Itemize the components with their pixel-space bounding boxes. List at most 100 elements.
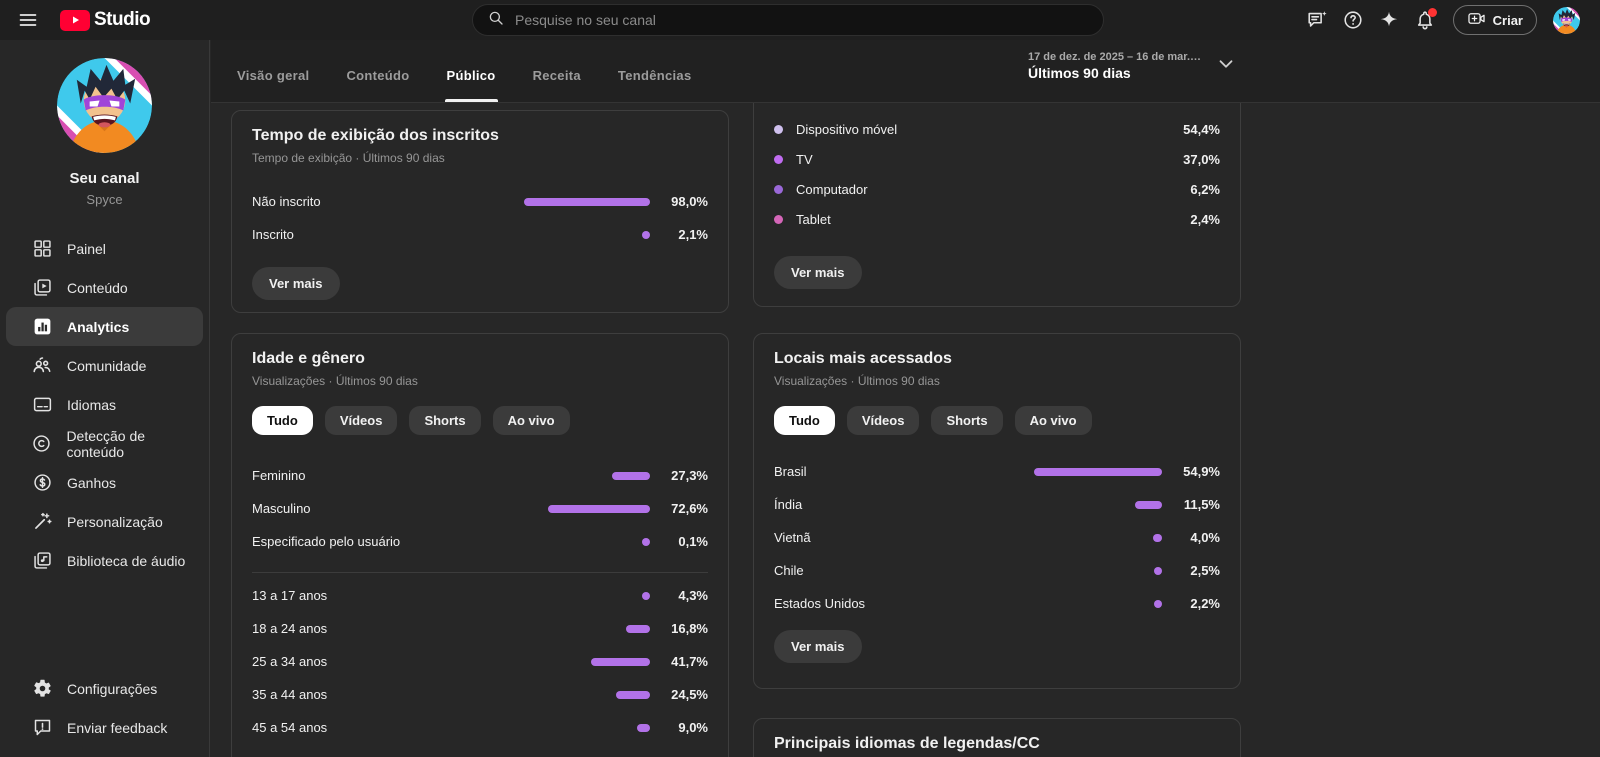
main-area: Visão geral Conteúdo Público Receita Tendênc… bbox=[211, 40, 1600, 757]
stat-bar bbox=[1034, 567, 1162, 575]
date-range-picker[interactable]: 17 de dez. de 2025 – 16 de mar.… Últimos… bbox=[1028, 51, 1237, 81]
filter-chip-videos[interactable]: Vídeos bbox=[325, 406, 398, 435]
card-subtitle: Visualizações · Últimos 90 dias bbox=[774, 374, 1220, 388]
stat-row[interactable]: 35 a 44 anos 24,5% bbox=[252, 678, 708, 711]
stat-bar bbox=[548, 625, 650, 633]
tab-conteudo[interactable]: Conteúdo bbox=[344, 68, 411, 102]
sidebar-item-deteccao-de-conteudo[interactable]: Detecção de conteúdo bbox=[6, 424, 203, 463]
legend-row[interactable]: Computador 6,2% bbox=[774, 174, 1220, 204]
filter-chip-shorts[interactable]: Shorts bbox=[931, 406, 1002, 435]
stat-bar bbox=[548, 538, 650, 546]
sidebar-item-enviar-feedback[interactable]: Enviar feedback bbox=[6, 708, 203, 747]
legend-value: 37,0% bbox=[1183, 152, 1220, 167]
filter-chip-tudo[interactable]: Tudo bbox=[774, 406, 835, 435]
create-video-icon bbox=[1467, 9, 1486, 31]
sidebar-item-analytics[interactable]: Analytics bbox=[6, 307, 203, 346]
card-title: Idade e gênero bbox=[252, 350, 708, 368]
stat-value: 24,5% bbox=[662, 687, 708, 702]
stat-bar bbox=[1034, 468, 1162, 476]
tab-tendencias[interactable]: Tendências bbox=[616, 68, 694, 102]
search-input[interactable] bbox=[515, 12, 1089, 28]
legend-row[interactable]: Tablet 2,4% bbox=[774, 204, 1220, 234]
channel-avatar[interactable] bbox=[57, 58, 152, 153]
stat-row[interactable]: Vietnã 4,0% bbox=[774, 521, 1220, 554]
see-more-button[interactable]: Ver mais bbox=[252, 267, 340, 300]
see-more-button[interactable]: Ver mais bbox=[774, 256, 862, 289]
youtube-studio-logo[interactable]: Studio bbox=[60, 9, 150, 31]
stat-row[interactable]: Masculino 72,6% bbox=[252, 492, 708, 525]
tab-visao-geral[interactable]: Visão geral bbox=[235, 68, 311, 102]
stat-value: 0,1% bbox=[662, 534, 708, 549]
filter-chip-tudo[interactable]: Tudo bbox=[252, 406, 313, 435]
earn-icon bbox=[31, 472, 53, 494]
stat-label: Feminino bbox=[252, 468, 548, 483]
sidebar-item-idiomas[interactable]: Idiomas bbox=[6, 385, 203, 424]
legend-label: Tablet bbox=[796, 212, 1190, 227]
account-avatar[interactable] bbox=[1553, 7, 1580, 34]
legend-label: Dispositivo móvel bbox=[796, 122, 1183, 137]
sidebar-item-configuracoes[interactable]: Configurações bbox=[6, 669, 203, 708]
filter-chip-ao-vivo[interactable]: Ao vivo bbox=[493, 406, 570, 435]
stat-row[interactable]: 25 a 34 anos 41,7% bbox=[252, 645, 708, 678]
create-button[interactable]: Criar bbox=[1453, 5, 1537, 35]
stat-row[interactable]: Índia 11,5% bbox=[774, 488, 1220, 521]
legend-dot-icon bbox=[774, 125, 783, 134]
stat-bar bbox=[548, 691, 650, 699]
stat-row[interactable]: Feminino 27,3% bbox=[252, 459, 708, 492]
stat-bar bbox=[1034, 600, 1162, 608]
sparkle-icon[interactable] bbox=[1375, 6, 1403, 34]
stat-row[interactable]: Especificado pelo usuário 0,1% bbox=[252, 525, 708, 558]
analytics-content: Tempo de exibição dos inscritos Tempo de… bbox=[211, 103, 1600, 757]
stat-row[interactable]: 13 a 17 anos 4,3% bbox=[252, 579, 708, 612]
legend-dot-icon bbox=[774, 215, 783, 224]
card-subtitle: Tempo de exibição · Últimos 90 dias bbox=[252, 151, 708, 165]
stat-value: 11,5% bbox=[1174, 497, 1220, 512]
legend-row[interactable]: Dispositivo móvel 54,4% bbox=[774, 114, 1220, 144]
stat-row[interactable]: Estados Unidos 2,2% bbox=[774, 587, 1220, 620]
stat-label: 35 a 44 anos bbox=[252, 687, 548, 702]
help-icon[interactable] bbox=[1339, 6, 1367, 34]
card-subtitle-languages: Principais idiomas de legendas/CC bbox=[753, 718, 1241, 757]
stat-label: Vietnã bbox=[774, 530, 1034, 545]
stat-label: Chile bbox=[774, 563, 1034, 578]
create-button-label: Criar bbox=[1493, 13, 1523, 28]
sidebar-item-painel[interactable]: Painel bbox=[6, 229, 203, 268]
stat-row[interactable]: 18 a 24 anos 16,8% bbox=[252, 612, 708, 645]
stat-label: 13 a 17 anos bbox=[252, 588, 548, 603]
tab-publico[interactable]: Público bbox=[445, 68, 498, 102]
legend-row[interactable]: TV 37,0% bbox=[774, 144, 1220, 174]
hamburger-menu-icon[interactable] bbox=[8, 0, 48, 40]
stat-value: 4,0% bbox=[1174, 530, 1220, 545]
stat-label: Especificado pelo usuário bbox=[252, 534, 548, 549]
stat-row[interactable]: Brasil 54,9% bbox=[774, 455, 1220, 488]
see-more-button[interactable]: Ver mais bbox=[774, 630, 862, 663]
stat-row[interactable]: Inscrito 2,1% bbox=[252, 218, 708, 251]
stat-bar bbox=[1034, 534, 1162, 542]
tab-receita[interactable]: Receita bbox=[531, 68, 583, 102]
feedback-message-icon[interactable] bbox=[1303, 6, 1331, 34]
card-top-geographies: Locais mais acessados Visualizações · Úl… bbox=[753, 333, 1241, 689]
stat-value: 4,3% bbox=[662, 588, 708, 603]
settings-icon bbox=[31, 678, 53, 700]
search-bar[interactable] bbox=[472, 4, 1104, 36]
legend-value: 54,4% bbox=[1183, 122, 1220, 137]
stat-bar bbox=[524, 198, 650, 206]
stat-label: Brasil bbox=[774, 464, 1034, 479]
sidebar-item-conteudo[interactable]: Conteúdo bbox=[6, 268, 203, 307]
filter-chip-ao-vivo[interactable]: Ao vivo bbox=[1015, 406, 1092, 435]
filter-chip-videos[interactable]: Vídeos bbox=[847, 406, 920, 435]
sidebar-item-comunidade[interactable]: Comunidade bbox=[6, 346, 203, 385]
audio-library-icon bbox=[31, 550, 53, 572]
sidebar-item-personalizacao[interactable]: Personalização bbox=[6, 502, 203, 541]
legend-value: 6,2% bbox=[1190, 182, 1220, 197]
sidebar: Seu canal Spyce Painel Conteúdo Analytic… bbox=[0, 40, 210, 757]
filter-chip-shorts[interactable]: Shorts bbox=[409, 406, 480, 435]
youtube-play-icon bbox=[60, 10, 90, 31]
sidebar-item-biblioteca-de-audio[interactable]: Biblioteca de áudio bbox=[6, 541, 203, 580]
sidebar-item-ganhos[interactable]: Ganhos bbox=[6, 463, 203, 502]
stat-row[interactable]: 45 a 54 anos 9,0% bbox=[252, 711, 708, 744]
stat-row[interactable]: Chile 2,5% bbox=[774, 554, 1220, 587]
legend-value: 2,4% bbox=[1190, 212, 1220, 227]
stat-row[interactable]: Não inscrito 98,0% bbox=[252, 185, 708, 218]
notifications-icon[interactable] bbox=[1411, 6, 1439, 34]
